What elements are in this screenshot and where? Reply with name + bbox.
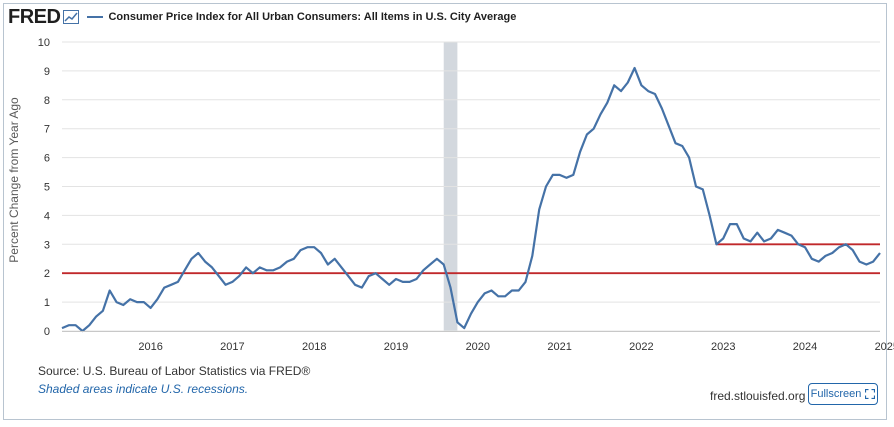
recession-note: Shaded areas indicate U.S. recessions. [38,382,249,396]
y-tick-label: 7 [44,124,50,136]
fred-url[interactable]: fred.stlouisfed.org [710,389,806,403]
source-note: Source: U.S. Bureau of Labor Statistics … [38,364,311,378]
chart-header: FRED Consumer Price Index for All Urban … [8,6,516,28]
y-tick-label: 5 [44,182,50,194]
legend-series-swatch [87,16,104,18]
y-tick-label: 10 [38,37,50,49]
fullscreen-label: Fullscreen [810,388,862,400]
fullscreen-button[interactable]: Fullscreen [808,383,878,405]
legend-series-label: Consumer Price Index for All Urban Consu… [108,11,517,23]
y-tick-label: 9 [44,66,50,78]
x-tick-label: 2018 [302,341,326,353]
y-tick-label: 1 [44,297,50,309]
y-tick-label: 3 [44,239,50,251]
fred-logo[interactable]: FRED [8,5,61,28]
y-tick-label: 2 [44,268,50,280]
y-tick-label: 8 [44,95,50,107]
x-tick-label: 2017 [220,341,244,353]
y-tick-label: 4 [44,210,50,222]
chart-line-icon [63,10,80,24]
expand-icon [865,389,876,399]
x-tick-label: 2016 [138,341,162,353]
x-tick-label: 2021 [547,341,571,353]
x-tick-label: 2024 [793,341,817,353]
x-tick-label: 2025 [875,341,894,353]
cpi-line-chart: 0 1 2 3 4 5 6 7 8 9 10 2016 2017 2018 2019 2020 2021 2022… [38,37,894,353]
x-tick-label: 2022 [629,341,653,353]
y-tick-label: 6 [44,153,50,165]
x-tick-label: 2023 [711,341,735,353]
cpi-series-line [61,66,881,333]
x-tick-label: 2019 [384,341,408,353]
x-tick-label: 2020 [466,341,490,353]
y-tick-label: 0 [44,326,50,338]
